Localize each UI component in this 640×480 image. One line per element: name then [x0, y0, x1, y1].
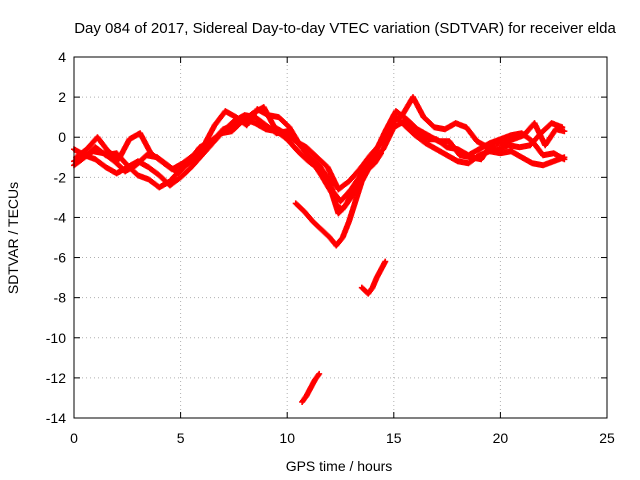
x-tick-label: 20	[493, 430, 509, 446]
y-tick-label: 0	[58, 129, 66, 145]
plot-frame	[73, 56, 608, 419]
data-point-marker	[561, 154, 568, 161]
data-points	[71, 94, 568, 405]
y-tick-label: -10	[46, 330, 66, 346]
y-tick-label: -12	[46, 370, 66, 386]
axis-ticks: 0 5 10 15 20 25 -14 -12 -10 -8 -6 -4 -2 0 2 4	[46, 49, 615, 446]
x-tick-label: 25	[599, 430, 615, 446]
chart-title: Day 084 of 2017, Sidereal Day-to-day VTE…	[74, 20, 616, 37]
data-point-marker	[316, 370, 323, 377]
data-point-marker	[561, 128, 568, 135]
data-point-marker	[378, 150, 385, 157]
data-point-marker	[559, 124, 566, 131]
x-axis-label: GPS time / hours	[286, 458, 393, 474]
x-tick-label: 0	[70, 430, 78, 446]
y-tick-label: -2	[54, 169, 67, 185]
y-tick-label: 2	[58, 89, 66, 105]
data-point-marker	[382, 258, 389, 265]
y-tick-label: -8	[54, 290, 67, 306]
y-tick-label: -4	[54, 209, 67, 225]
x-tick-label: 10	[279, 430, 295, 446]
y-axis-label: SDTVAR / TECUs	[5, 182, 21, 294]
y-tick-label: 4	[58, 49, 66, 65]
x-tick-label: 5	[177, 430, 185, 446]
y-tick-label: -6	[54, 250, 67, 266]
y-tick-label: -14	[46, 410, 66, 426]
x-tick-label: 15	[386, 430, 402, 446]
